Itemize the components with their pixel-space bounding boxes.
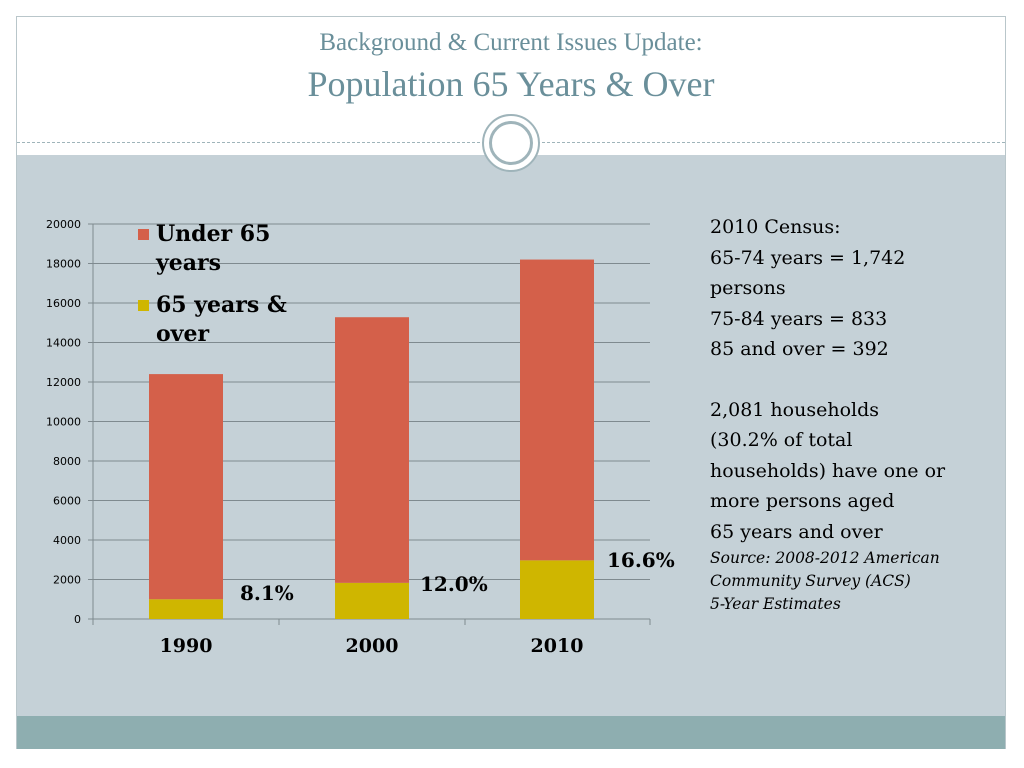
y-tick-label: 6000	[53, 495, 81, 508]
y-tick-label: 18000	[46, 258, 81, 271]
legend-swatch	[138, 300, 149, 311]
y-tick-label: 4000	[53, 534, 81, 547]
slide-supertitle: Background & Current Issues Update:	[319, 29, 703, 56]
bar-2000-under65	[335, 317, 409, 583]
bar-2010-over65	[520, 560, 594, 619]
source-line: Community Survey (ACS)	[710, 572, 911, 590]
source-line: Source: 2008-2012 American	[710, 549, 940, 567]
percent-label: 16.6%	[607, 548, 675, 572]
circle-ornament-icon	[482, 114, 540, 172]
bar-1990-over65	[149, 599, 223, 619]
y-tick-label: 10000	[46, 416, 81, 429]
bar-2000-over65	[335, 582, 409, 619]
x-tick-label: 2000	[346, 635, 399, 657]
legend-label: 65 years & over	[156, 292, 287, 347]
y-tick-label: 16000	[46, 297, 81, 310]
info-line: 2,081 households	[710, 398, 880, 421]
x-tick-label: 2010	[531, 635, 584, 657]
census-info: 2010 Census: 65-74 years = 1,742 persons…	[710, 212, 1000, 616]
legend-swatch	[138, 229, 149, 240]
info-line: 2010 Census:	[710, 216, 841, 238]
info-line: (30.2% of total	[710, 429, 853, 451]
slide-title: Population 65 Years & Over	[307, 64, 715, 104]
y-tick-label: 0	[74, 613, 81, 626]
info-line: 75-84 years = 833	[710, 307, 888, 330]
info-line: persons	[710, 277, 786, 299]
percent-label: 8.1%	[240, 581, 294, 605]
info-line: 85 and over = 392	[710, 338, 889, 360]
y-tick-label: 12000	[46, 376, 81, 389]
x-tick-label: 1990	[160, 635, 213, 657]
y-tick-label: 2000	[53, 574, 81, 587]
bar-2010-under65	[520, 259, 594, 561]
info-spacer	[710, 365, 1000, 395]
percent-label: 12.0%	[420, 572, 488, 596]
info-line: more persons aged	[710, 490, 895, 512]
source-line: 5-Year Estimates	[710, 595, 841, 613]
y-tick-label: 14000	[46, 337, 81, 350]
info-line: 65 years and over	[710, 520, 883, 543]
info-line: households) have one or	[710, 459, 946, 482]
info-line: 65-74 years = 1,742	[710, 246, 906, 269]
footer-band	[17, 716, 1005, 749]
legend-label: Under 65 years	[155, 221, 270, 276]
bar-1990-under65	[149, 374, 223, 600]
y-tick-label: 20000	[46, 218, 81, 231]
y-tick-label: 8000	[53, 455, 81, 468]
